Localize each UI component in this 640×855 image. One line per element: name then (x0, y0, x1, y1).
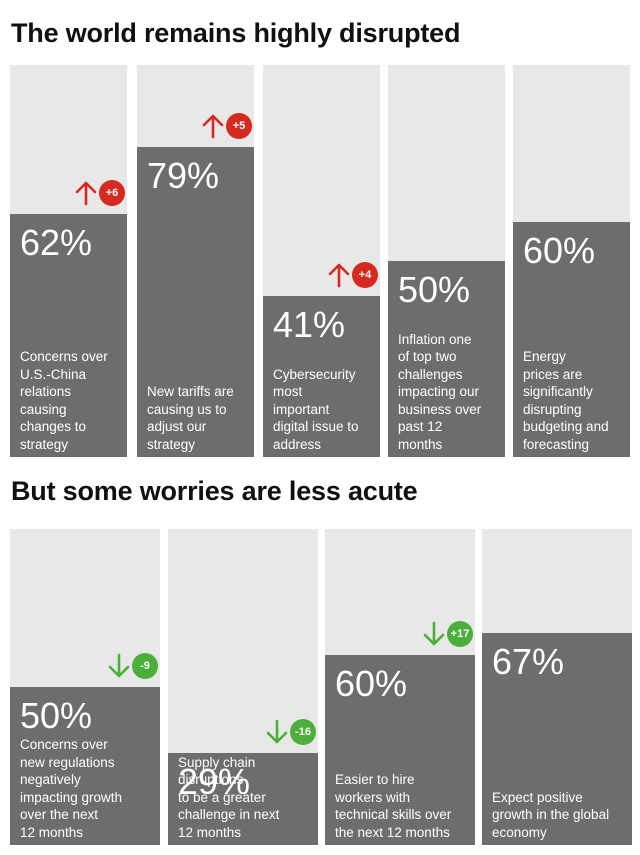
bar-value-label: 41% (273, 304, 346, 345)
bar-fill (325, 655, 475, 845)
change-indicator: +17 (423, 621, 473, 647)
change-badge: -9 (132, 653, 158, 679)
change-indicator: -9 (108, 653, 158, 679)
arrow-down-icon (108, 653, 130, 678)
bar-column: 41% Cybersecurity most important digital … (263, 65, 380, 457)
change-indicator: +5 (202, 113, 252, 139)
change-indicator: +4 (328, 262, 378, 288)
change-indicator: +6 (75, 180, 125, 206)
bar-value-label: 79% (147, 155, 220, 196)
change-badge: -16 (290, 719, 316, 745)
bar-value-label: 60% (335, 663, 408, 704)
bar-description: Supply chain disruptions to be a greater… (178, 754, 280, 840)
bar-column: 29% Supply chain disruptions to be a grea… (168, 529, 318, 845)
change-badge: +4 (352, 262, 378, 288)
bar-description: Concerns over new regulations negatively… (20, 737, 123, 840)
bar-description: Easier to hire workers with technical sk… (335, 772, 452, 840)
bar-fill (482, 633, 632, 845)
change-indicator: -16 (266, 719, 316, 745)
bar-value-label: 29% (178, 761, 251, 802)
bar-value-label: 67% (492, 641, 565, 682)
section-2-title: But some worries are less acute (11, 476, 418, 506)
bar-column: 50% Inflation one of top two challenges i… (388, 65, 505, 457)
bar-description: Concerns over U.S.-China relations causi… (20, 349, 108, 452)
bar-fill (10, 687, 160, 845)
change-badge: +5 (226, 113, 252, 139)
arrow-down-icon (266, 719, 288, 744)
bar-description: New tariffs are causing us to adjust our… (147, 384, 234, 452)
bar-fill (513, 222, 630, 457)
bar-value-label: 60% (523, 230, 596, 271)
bar-description: Expect positive growth in the global eco… (492, 789, 610, 840)
change-badge: +6 (99, 180, 125, 206)
bar-fill (388, 261, 505, 457)
bar-description: Cybersecurity most important digital iss… (273, 366, 359, 452)
bar-value-label: 62% (20, 222, 93, 263)
arrow-up-icon (328, 263, 350, 288)
bar-column: 50% Concerns over new regulations negativ… (10, 529, 160, 845)
bar-column: 67% Expect positive growth in the global … (482, 529, 632, 845)
bar-column: 79% New tariffs are causing us to adjust … (137, 65, 254, 457)
bar-value-label: 50% (398, 269, 471, 310)
bar-description: Energy prices are significantly disrupti… (523, 349, 609, 452)
bar-fill (137, 147, 254, 457)
change-badge: +17 (447, 621, 473, 647)
bar-value-label: 50% (20, 695, 93, 736)
arrow-down-icon (423, 621, 445, 646)
bar-column: 62% Concerns over U.S.-China relations ca… (10, 65, 127, 457)
bar-description: Inflation one of top two challenges impa… (398, 331, 482, 452)
bar-fill (168, 753, 318, 845)
arrow-up-icon (75, 181, 97, 206)
arrow-up-icon (202, 114, 224, 139)
section-1-title: The world remains highly disrupted (11, 18, 461, 48)
bar-column: 60% Easier to hire workers with technical… (325, 529, 475, 845)
bar-column: 60% Energy prices are significantly disru… (513, 65, 630, 457)
bar-fill (10, 214, 127, 457)
bar-fill (263, 296, 380, 457)
